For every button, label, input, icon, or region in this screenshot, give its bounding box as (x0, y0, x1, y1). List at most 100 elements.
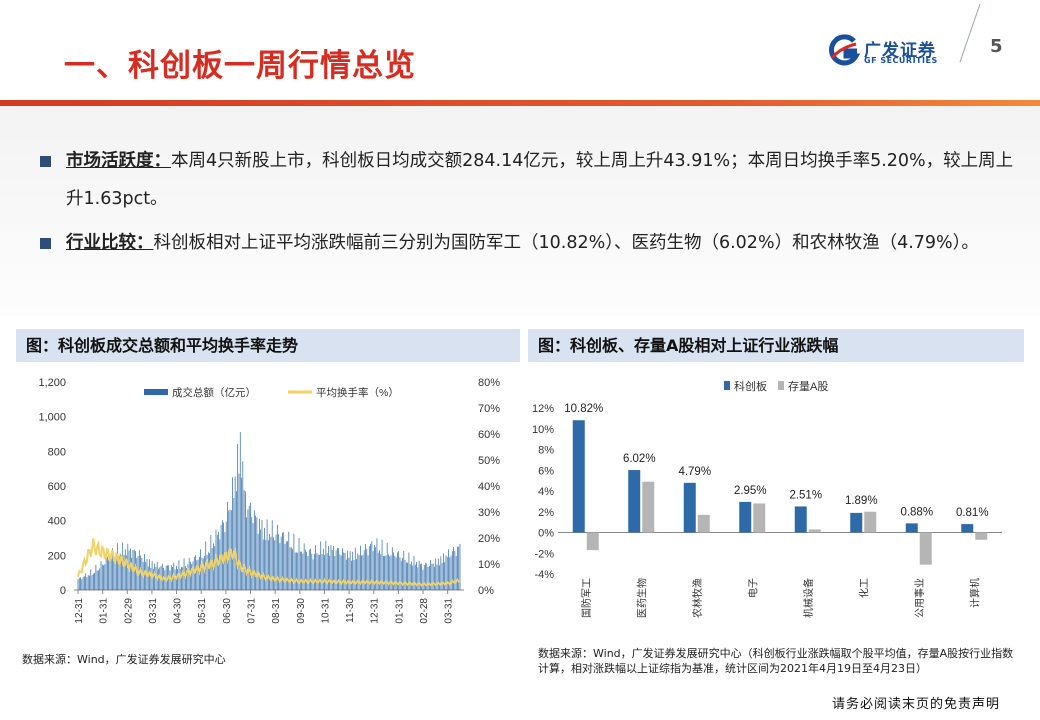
amount-bar (384, 556, 385, 590)
amount-bar (224, 532, 226, 590)
amount-bar (427, 566, 429, 590)
amount-bar (165, 565, 167, 590)
y-tick-label: 8% (538, 445, 554, 457)
amount-bar (371, 541, 373, 590)
amount-bar (363, 550, 365, 590)
amount-bar (370, 543, 371, 590)
amount-bar (374, 544, 375, 590)
industry-chart: 12% 10% 8% 6% 4% 2% 0% -2% -4% 10.82% 国防军工 6.02% 医药生… (532, 379, 1002, 618)
amount-bar (241, 477, 242, 590)
category-label: 医药生物 (635, 578, 648, 618)
amount-bar (261, 520, 263, 590)
category-label: 化工 (857, 578, 870, 598)
amount-bar (362, 555, 364, 590)
amount-bar (206, 554, 208, 590)
amount-bar (135, 551, 136, 590)
a-share-bar (642, 481, 655, 533)
x-tick-label: 02-28 (419, 598, 430, 624)
header-divider (959, 3, 981, 63)
bullet-key: 行业比较： (66, 233, 154, 253)
amount-bar (247, 509, 249, 590)
amount-bar (400, 560, 402, 590)
amount-bar (101, 564, 103, 590)
amount-bar (361, 555, 362, 590)
amount-bar (445, 555, 447, 590)
amount-bar (457, 546, 458, 590)
amount-bar (292, 549, 293, 590)
amount-bar (78, 577, 80, 590)
sci-board-bar (905, 523, 918, 533)
amount-bar (253, 510, 255, 590)
amount-bar (227, 501, 228, 590)
amount-bar (394, 555, 396, 590)
y-left-tick-label: 1,200 (38, 377, 66, 389)
amount-bar (80, 577, 81, 590)
amount-bar (186, 567, 187, 590)
amount-bar (325, 540, 327, 590)
amount-bar (385, 555, 387, 590)
amount-bar (201, 557, 203, 590)
amount-bar (283, 532, 285, 590)
amount-bar (411, 561, 412, 590)
amount-bar (110, 556, 112, 590)
amount-bar (339, 554, 341, 590)
amount-bar (353, 559, 355, 590)
bullet-square-icon (40, 238, 51, 249)
amount-bar (84, 576, 85, 590)
amount-bar (421, 563, 423, 590)
legend-amount-swatch (144, 389, 168, 395)
amount-bar (449, 557, 451, 590)
amount-bar (316, 553, 318, 590)
amount-bar (321, 554, 323, 590)
amount-bar (270, 536, 272, 590)
x-tick-label: 09-30 (296, 598, 307, 624)
y-left-tick-label: 1,000 (38, 412, 66, 424)
amount-bar (343, 552, 345, 590)
sci-board-bar (850, 512, 863, 533)
amount-bar (297, 552, 299, 590)
amount-bar (219, 539, 221, 590)
amount-bar (181, 566, 182, 590)
amount-bar (306, 551, 308, 590)
amount-bar (207, 552, 209, 590)
turnover-line (77, 538, 461, 587)
amount-bar (273, 537, 274, 590)
amount-bar (112, 548, 113, 590)
y-left-tick-label: 200 (48, 550, 66, 562)
data-label: 10.82% (564, 403, 603, 415)
amount-bar (380, 554, 382, 590)
amount-bar (274, 540, 276, 590)
amount-bar (136, 558, 138, 590)
amount-bar (104, 564, 106, 590)
amount-bar (308, 549, 310, 590)
amount-bar (276, 524, 278, 590)
amount-bar (246, 517, 247, 590)
y-left-tick-label: 600 (48, 481, 66, 493)
amount-bar (405, 562, 407, 590)
amount-bar (87, 575, 89, 590)
amount-bar (275, 534, 277, 590)
right-chart-source: 数据来源：Wind，广发证券发展研究中心（科创板行业涨跌幅取个股平均值，存量A股… (538, 647, 1014, 675)
amount-bar (191, 564, 193, 590)
bullet-key: 市场活跃度： (66, 151, 171, 171)
amount-bar (390, 555, 392, 590)
category-label: 国防军工 (580, 578, 593, 618)
amount-bar (404, 560, 406, 590)
amount-bar (328, 546, 329, 590)
amount-bar (182, 567, 184, 590)
amount-bar (443, 553, 444, 590)
amount-bar (439, 565, 440, 590)
a-share-bar (975, 532, 988, 540)
amount-bar (250, 502, 251, 590)
sci-board-bar (739, 501, 752, 533)
amount-bar (123, 554, 125, 590)
amount-bar (366, 548, 368, 590)
amount-bar (322, 548, 324, 590)
amount-bar (381, 539, 383, 590)
amount-bar (237, 444, 239, 590)
amount-bar (90, 569, 92, 590)
amount-bar (402, 557, 403, 590)
amount-bar (303, 543, 305, 590)
amount-bar (124, 549, 126, 590)
amount-bar (98, 570, 99, 590)
